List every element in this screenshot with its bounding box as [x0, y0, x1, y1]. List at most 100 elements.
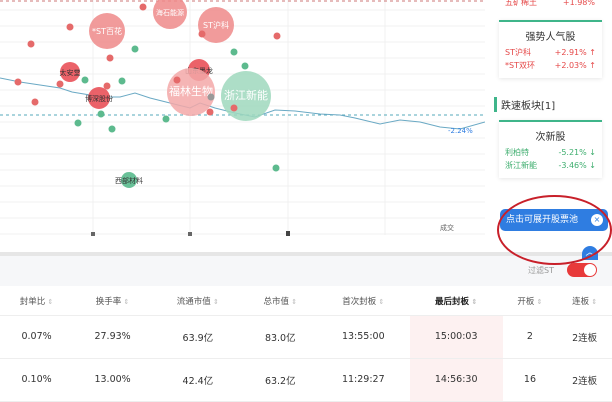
header-label: 开板	[517, 297, 535, 308]
header-label: 换手率	[95, 297, 122, 308]
stock-dot[interactable]	[108, 125, 116, 133]
stock-item[interactable]: 浙江新能 -3.46% ↓	[505, 161, 596, 170]
table-cell: 0.10%	[0, 358, 74, 402]
table-cell: 2	[502, 315, 558, 359]
bubble-label: 博深股份	[85, 94, 113, 103]
stock-dot[interactable]	[118, 77, 126, 85]
table-cell: 13:55:00	[316, 315, 410, 359]
column-header[interactable]: 封单比 ⇕	[0, 288, 74, 316]
stock-dot[interactable]	[206, 108, 214, 116]
header-label: 总市值	[263, 297, 289, 308]
line-end-label: -2.24%	[448, 127, 473, 135]
stock-item[interactable]: 利柏特 -5.21% ↓	[505, 148, 596, 157]
card-title: 强势人气股	[525, 32, 576, 43]
stock-bubble[interactable]	[60, 62, 80, 82]
header-label: 流通市值	[176, 297, 211, 308]
x-tick	[188, 232, 192, 236]
stock-bubble[interactable]	[153, 0, 187, 29]
bubble-chart: 海石能源*ST百花ST沪科太安堂山东墨龙博深股份福林生物浙江新能西部材料 -2.…	[0, 0, 485, 236]
table-cell: 16	[502, 358, 558, 402]
table-cell: 63.9亿	[152, 315, 244, 359]
table-cell: 42.4亿	[152, 358, 244, 402]
stock-dot[interactable]	[230, 104, 238, 112]
table-cell: 0.07%	[0, 315, 74, 359]
stock-dot[interactable]	[97, 110, 105, 118]
header-label: 连板	[572, 297, 590, 308]
bubble-label: 海石能源	[156, 8, 184, 17]
stock-table: 封单比 ⇕ 换手率 ⇕ 流通市值 ⇕ 总市值 ⇕ 首次封板 ⇕ 最后封板 ⇕ 开板 ⇕ 连板 …	[0, 288, 612, 402]
stock-dot[interactable]	[81, 76, 89, 84]
stock-bubble[interactable]	[121, 172, 137, 188]
bubble-label: ST沪科	[203, 20, 229, 30]
toolbar: 过滤ST	[0, 256, 612, 286]
sort-icon[interactable]: ⇕	[534, 298, 543, 307]
table-cell: 14:56:30	[409, 358, 503, 402]
bubble-label: 浙江新能	[224, 88, 268, 102]
filter-st-toggle[interactable]	[567, 263, 597, 277]
stock-dot[interactable]	[198, 30, 206, 38]
section-title: 跌速板块[1]	[494, 97, 555, 112]
column-header[interactable]: 连板 ⇕	[557, 288, 612, 316]
sort-icon[interactable]: ⇕	[589, 298, 598, 307]
column-header[interactable]: 换手率 ⇕	[73, 288, 153, 316]
table-cell: 27.93%	[73, 315, 153, 359]
top-item[interactable]: 五矿稀土 +1.98%	[505, 0, 595, 7]
index-line	[0, 77, 485, 130]
fall-sector-card: 次新股 利柏特 -5.21% ↓ 浙江新能 -3.46% ↓	[499, 120, 602, 178]
stock-dot[interactable]	[106, 54, 114, 62]
stock-bubble[interactable]	[89, 13, 125, 49]
stock-dot[interactable]	[173, 76, 181, 84]
filter-st-label: 过滤ST	[528, 266, 554, 275]
stock-item[interactable]: *ST双环 +2.03% ↑	[505, 61, 596, 70]
strong-stocks-card: 强势人气股 ST沪科 +2.91% ↑ *ST双环 +2.03% ↑	[499, 20, 602, 78]
sort-icon[interactable]: ⇕	[45, 298, 54, 307]
sort-icon[interactable]: ⇕	[469, 298, 478, 307]
column-header[interactable]: 流通市值 ⇕	[152, 288, 244, 316]
sort-icon[interactable]: ⇕	[288, 298, 298, 307]
table-row[interactable]: 0.07% 27.93% 63.9亿 83.0亿 13:55:00 15:00:03 2 2连…	[0, 315, 612, 359]
table-cell: 13.00%	[73, 358, 153, 402]
stock-bubble[interactable]	[88, 87, 110, 109]
stock-dot[interactable]	[14, 78, 22, 86]
divider	[0, 252, 612, 256]
table-row[interactable]: 0.10% 13.00% 42.4亿 63.2亿 11:29:27 14:56:30 16 2…	[0, 358, 612, 402]
header-label: 封单比	[19, 297, 46, 308]
column-header[interactable]: 开板 ⇕	[502, 288, 558, 316]
column-header[interactable]: 总市值 ⇕	[243, 288, 317, 316]
header-label: 首次封板	[342, 297, 377, 308]
stock-dot[interactable]	[273, 32, 281, 40]
stock-dot[interactable]	[230, 48, 238, 56]
sort-icon[interactable]: ⇕	[210, 298, 219, 307]
table-cell: 83.0亿	[243, 315, 317, 359]
bubble-label: 福林生物	[169, 84, 213, 98]
column-header[interactable]: 首次封板 ⇕	[316, 288, 410, 316]
stock-dot[interactable]	[56, 80, 64, 88]
stock-item[interactable]: ST沪科 +2.91% ↑	[505, 48, 596, 57]
bubble-label: 西部材料	[115, 176, 143, 185]
stock-dot[interactable]	[139, 3, 147, 11]
sort-icon[interactable]: ⇕	[376, 298, 385, 307]
stock-dot[interactable]	[27, 40, 35, 48]
column-header[interactable]: 最后封板 ⇕	[409, 288, 503, 316]
stock-dot[interactable]	[31, 98, 39, 106]
bubble-label: *ST百花	[92, 26, 122, 36]
stock-dot[interactable]	[66, 23, 74, 31]
stock-dot[interactable]	[74, 119, 82, 127]
table-cell: 2连板	[557, 315, 612, 359]
sort-icon[interactable]: ⇕	[121, 298, 130, 307]
stock-dot[interactable]	[103, 82, 111, 90]
stock-dot[interactable]	[272, 164, 280, 172]
stock-bubble[interactable]	[198, 7, 234, 43]
table-cell: 11:29:27	[316, 358, 410, 402]
stock-dot[interactable]	[207, 93, 215, 101]
header-label: 最后封板	[435, 297, 470, 308]
table-cell: 63.2亿	[243, 358, 317, 402]
stock-dot[interactable]	[162, 115, 170, 123]
annotation-circle	[497, 195, 612, 265]
card-title: 次新股	[535, 132, 566, 143]
stock-dot[interactable]	[241, 62, 249, 70]
x-axis-label: 成交	[440, 223, 454, 232]
stock-dot[interactable]	[131, 45, 139, 53]
table-cell: 2连板	[557, 358, 612, 402]
x-tick	[286, 231, 290, 236]
